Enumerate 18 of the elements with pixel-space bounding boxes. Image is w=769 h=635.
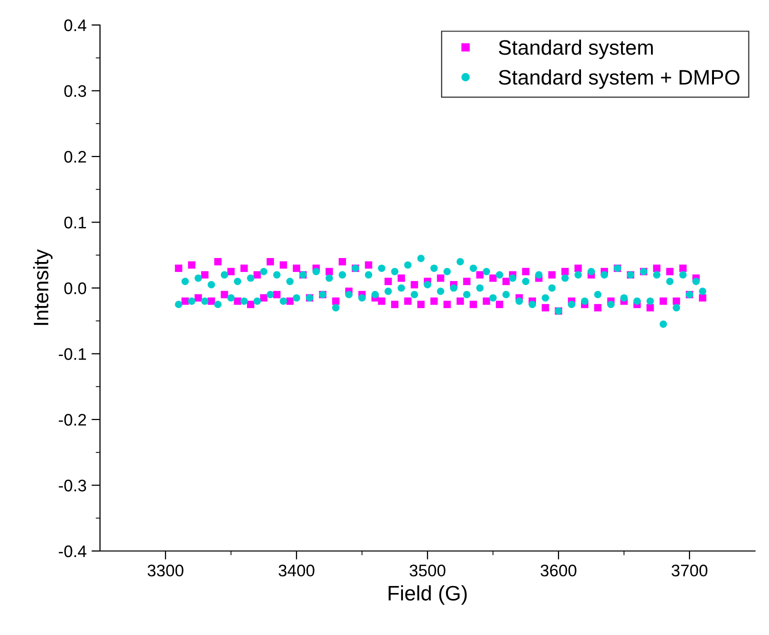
y-tick-label: 0.4: [64, 19, 86, 32]
x-tick-label: 3500: [410, 564, 446, 576]
legend-label: Standard system + DMPO: [498, 69, 740, 89]
x-tick-label: 3700: [672, 564, 708, 576]
y-tick-label: 0.2: [64, 150, 86, 163]
y-tick-label: -0.4: [58, 545, 86, 558]
y-tick-label: -0.1: [58, 348, 86, 360]
y-axis-title: Intensity: [33, 249, 53, 325]
y-tick-label: -0.2: [58, 414, 86, 426]
x-tick-label: 3300: [148, 564, 184, 576]
x-tick-label: 3400: [278, 564, 314, 576]
y-tick-label: 0.1: [64, 216, 86, 228]
y-tick-label: -0.3: [58, 480, 86, 492]
legend-label: Standard system: [498, 40, 653, 60]
x-axis-title: Field (G): [388, 585, 467, 605]
x-tick-label: 3600: [540, 564, 576, 576]
y-tick-label: 0.0: [64, 282, 86, 294]
y-tick-label: 0.3: [64, 85, 86, 97]
